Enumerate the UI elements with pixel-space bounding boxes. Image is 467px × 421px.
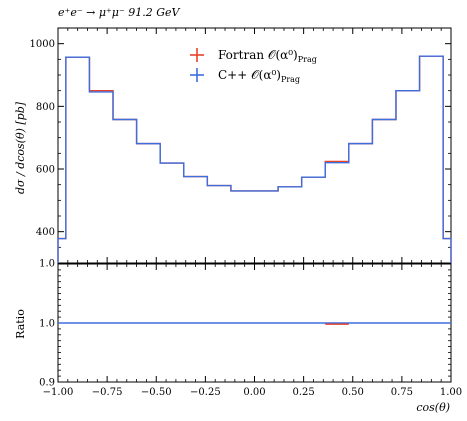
y-tick-label-extra: 1.0 bbox=[39, 259, 55, 270]
x-tick-label: 0.00 bbox=[243, 387, 265, 398]
y-axis-label-main: dσ / dcos(θ) [pb] bbox=[14, 101, 27, 194]
legend-label-cpp: C++ 𝒪(α⁰)Prag bbox=[218, 68, 300, 84]
main-frame bbox=[57, 27, 452, 264]
x-tick-label: 0.75 bbox=[391, 387, 413, 398]
legend-marker-cpp bbox=[190, 68, 204, 82]
legend-marker-fortran bbox=[190, 48, 204, 62]
legend: Fortran 𝒪(α⁰)Prag C++ 𝒪(α⁰)Prag bbox=[190, 48, 317, 84]
y-tick-label: 800 bbox=[36, 102, 55, 113]
x-tick-label: 0.25 bbox=[292, 387, 314, 398]
series-fortran-line bbox=[57, 55, 452, 263]
x-axis-label: cos(θ) bbox=[416, 401, 450, 414]
y-axis-label-ratio: Ratio bbox=[14, 309, 27, 339]
y-tick-label: 1000 bbox=[30, 39, 55, 50]
legend-label-fortran: Fortran 𝒪(α⁰)Prag bbox=[218, 48, 317, 64]
x-tick-label: −0.50 bbox=[141, 387, 172, 398]
main-panel: 400 600 800 1000 1.0 bbox=[30, 27, 452, 270]
x-tick-label: −1.00 bbox=[43, 387, 74, 398]
ratio-y-tick-label: 0.9 bbox=[39, 378, 55, 389]
series-cpp-line bbox=[57, 55, 452, 263]
x-tick-label: −0.75 bbox=[92, 387, 123, 398]
x-tick-label: −0.25 bbox=[190, 387, 221, 398]
y-tick-label: 600 bbox=[36, 165, 55, 176]
x-tick-label: 0.50 bbox=[342, 387, 364, 398]
ratio-panel: −1.00 −0.75 −0.50 −0.25 0.00 0.25 0.50 0.75 1.00… bbox=[39, 263, 462, 398]
chart-title: e⁺e⁻ → μ⁺μ⁻ 91.2 GeV bbox=[58, 6, 181, 19]
x-tick-label: 1.00 bbox=[440, 387, 462, 398]
y-tick-label: 400 bbox=[36, 227, 55, 238]
ratio-y-tick-label: 1.0 bbox=[39, 319, 55, 330]
